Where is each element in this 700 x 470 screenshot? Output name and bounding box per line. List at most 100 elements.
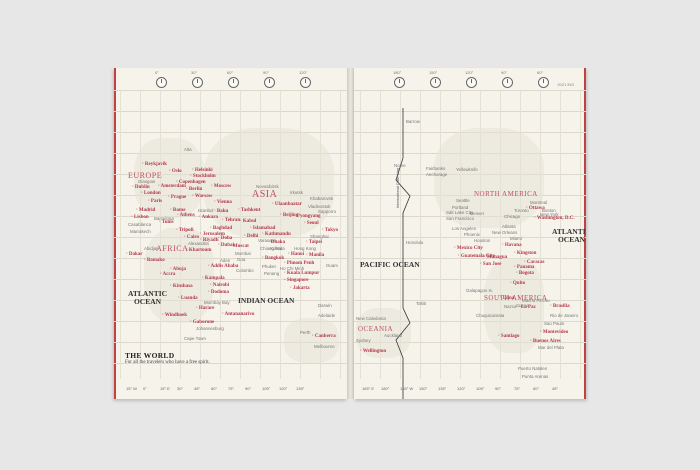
longitude-label: 75° [514, 386, 521, 391]
continent-label: NORTH AMERICA [474, 190, 538, 198]
longitude-label: 165° W [400, 386, 414, 391]
city-label: Yellowknife [456, 167, 478, 172]
city-label: Melbourne [314, 344, 335, 349]
capital-label: · Moscow [211, 184, 232, 189]
city-label: Adelaide [318, 313, 336, 318]
city-label: Mar del Plata [538, 345, 564, 350]
right-page-edge [584, 68, 586, 399]
city-label: Sao Paulo [544, 321, 565, 326]
capital-label: · Wellington [360, 349, 387, 354]
clock-icon [538, 77, 549, 88]
capital-label: · Oslo [169, 169, 182, 174]
city-label: Irkutsk [290, 190, 303, 195]
longitude-label: 135° [438, 386, 447, 391]
capital-label: · Jerusalem [200, 232, 225, 237]
city-label: Vladivostok [308, 204, 331, 209]
clock-icon [156, 77, 167, 88]
longitude-label: 150° [419, 386, 428, 391]
city-label: Guam [326, 263, 338, 268]
city-label: Machu Picchu [522, 298, 550, 303]
city-label: Penang [264, 271, 280, 276]
capital-label: · Tunis [159, 220, 174, 225]
capital-label: · Bamako [144, 258, 165, 263]
city-label: Puerto Natales [518, 366, 548, 371]
longitude-label: 150° [429, 70, 438, 75]
capital-label: · Tripoli [176, 228, 194, 233]
capital-label: · Dubai [218, 243, 234, 248]
longitude-label: 120° [279, 386, 288, 391]
capital-label: · Ankara [199, 215, 219, 220]
capital-label: · Accra [160, 272, 176, 277]
right-page: 2021 INS International Date Line 180° 150… [354, 68, 586, 399]
capital-label: · Doha [218, 236, 233, 241]
city-label: Mombay Bay [204, 300, 230, 305]
city-label: Montreal [530, 200, 548, 205]
capital-label: · Gaborone [190, 320, 215, 325]
capital-label: · Panama [514, 265, 535, 270]
city-label: Aden [220, 258, 231, 263]
capital-label: · Prague [168, 195, 187, 200]
continent-label: ASIA [252, 189, 278, 200]
city-label: Hong Kong [294, 246, 316, 251]
longitude-label: 75° [228, 386, 235, 391]
continent-label: EUROPE [128, 171, 163, 180]
longitude-label: 90° [501, 70, 508, 75]
page-mark: 2021 INS [557, 82, 574, 87]
city-label: New York [540, 212, 559, 217]
capital-label: · Paris [148, 199, 163, 204]
capital-label: · Seoul [304, 221, 319, 226]
longitude-label: 15° W [126, 386, 137, 391]
city-label: Marrakech [130, 229, 151, 234]
city-label: Auckland [384, 333, 403, 338]
capital-label: · Tokyo [322, 228, 338, 233]
capital-label: · Nairobi [210, 283, 230, 288]
ocean-label: INDIAN OCEAN [238, 296, 295, 305]
city-label: Seattle [456, 198, 470, 203]
capital-label: · Kampala [202, 276, 225, 281]
city-label: Varanasi [258, 238, 276, 243]
city-label: Casablanca [128, 222, 152, 227]
longitude-label: 45° [194, 386, 201, 391]
date-line-label: International Date Line [395, 167, 400, 208]
capital-label: · Dhaka [268, 240, 286, 245]
capital-label: · Windhoek [162, 313, 187, 318]
passport-spread: 0° 30° 60° 90° 120° 15° W 0° 15° E 30° 45° 60° 75°… [114, 68, 586, 399]
city-label: Miami [510, 236, 522, 241]
city-label: Nome [394, 163, 406, 168]
capital-label: · Reykjavik [142, 162, 167, 167]
city-label: Chicago [504, 214, 521, 219]
international-date-line [395, 108, 411, 399]
capital-label: · Delhi [244, 234, 259, 239]
longitude-label: 105° [476, 386, 485, 391]
continent-label: SOUTH AMERICA [484, 294, 548, 302]
capital-label: · Baghdad [210, 226, 233, 231]
capital-label: · Manila [306, 253, 325, 258]
clock-icon [430, 77, 441, 88]
city-label: Portland [452, 205, 469, 210]
city-label: Alexandria [188, 241, 209, 246]
longitude-label: 30° [177, 386, 184, 391]
capital-label: · Buenos Aires [530, 339, 561, 344]
capital-label: · Tashkent [238, 208, 261, 213]
city-label: Cusco [516, 303, 529, 308]
capital-label: · Khartoum [186, 248, 212, 253]
capital-label: · Caracas [524, 260, 545, 265]
capital-label: · Baku [214, 209, 229, 214]
capital-label: · Kinshasa [170, 284, 193, 289]
city-label: Chuquicamata [476, 313, 505, 318]
city-label: Sydney [356, 338, 371, 343]
capital-label: · Santiago [498, 334, 520, 339]
city-label: Rio de Janeiro [550, 313, 579, 318]
map-title: THE WORLD [125, 351, 175, 360]
longitude-label: 60° [227, 70, 234, 75]
city-label: Phoenix [464, 232, 480, 237]
capital-label: · Dakar [126, 252, 143, 257]
longitude-label: 45° [552, 386, 559, 391]
capital-label: · Dodoma [208, 290, 229, 295]
longitude-label: 120° [465, 70, 474, 75]
city-label: Nazca [504, 304, 517, 309]
capital-label: · Kingston [514, 251, 537, 256]
capital-label: · Madrid [136, 208, 156, 213]
capital-label: · Taipei [306, 240, 322, 245]
city-label: Los Angeles [452, 226, 476, 231]
